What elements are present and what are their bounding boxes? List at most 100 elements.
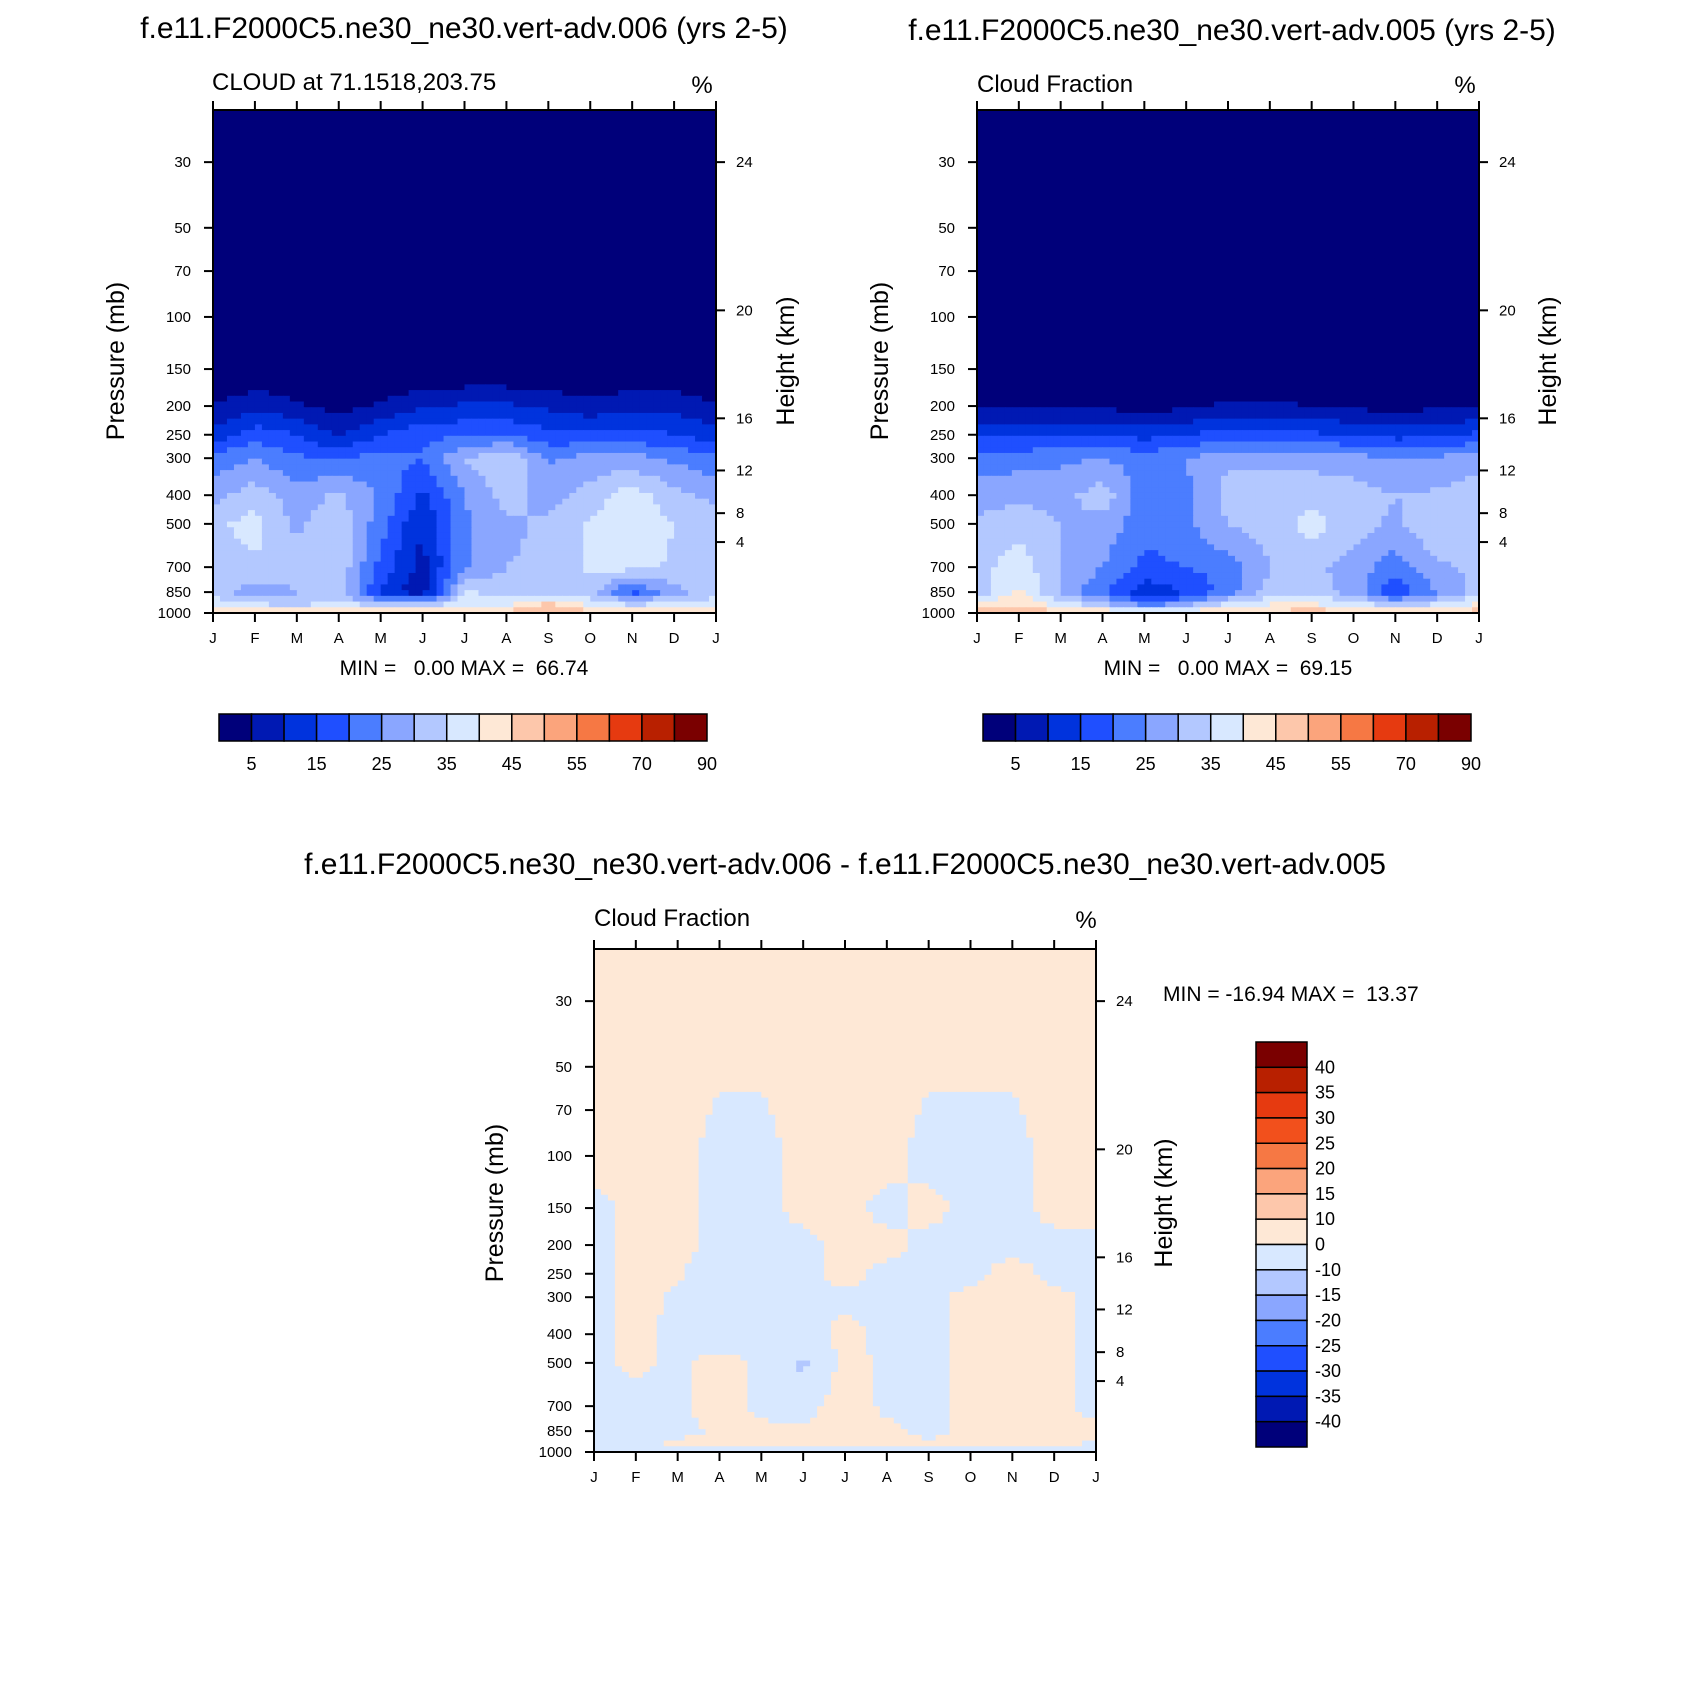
contour-cell [450, 110, 459, 117]
contour-cell [632, 418, 640, 425]
contour-cell [597, 161, 605, 168]
contour-cell [674, 127, 682, 134]
contour-cell [660, 264, 668, 271]
contour-cell [471, 321, 480, 328]
contour-cell [667, 167, 675, 174]
contour-cell [555, 144, 563, 151]
contour-cell [240, 372, 249, 380]
contour-cell [520, 401, 528, 408]
contour-cell [387, 310, 396, 317]
contour-cell [667, 190, 675, 197]
contour-cell [506, 127, 515, 134]
contour-cell [492, 367, 501, 374]
contour-cell [653, 447, 661, 454]
contour-cell [359, 235, 368, 243]
contour-cell [520, 201, 528, 208]
contour-cell [583, 252, 591, 260]
contour-cell [513, 384, 521, 391]
contour-cell [275, 492, 284, 500]
contour-cell [464, 207, 473, 214]
contour-cell [625, 470, 633, 477]
contour-cell [583, 481, 591, 488]
contour-cell [604, 464, 612, 471]
contour-cell [457, 321, 466, 328]
contour-cell [240, 201, 249, 208]
contour-cell [702, 150, 710, 157]
contour-cell [492, 344, 501, 351]
contour-cell [695, 487, 703, 494]
contour-cell [646, 447, 654, 454]
contour-cell [611, 218, 619, 225]
contour-cell [303, 390, 312, 397]
contour-cell [548, 241, 556, 248]
contour-cell [464, 121, 473, 128]
contour-cell [653, 258, 661, 265]
contour-cell [499, 178, 508, 185]
contour-cell [366, 178, 375, 185]
contour-cell [345, 321, 354, 328]
contour-cell [282, 201, 291, 208]
contour-cell [485, 121, 494, 128]
contour-cell [450, 155, 459, 163]
contour-cell [583, 110, 591, 117]
contour-cell [415, 378, 424, 385]
contour-cell [506, 424, 515, 431]
contour-cell [268, 150, 277, 157]
contour-cell [492, 378, 501, 385]
contour-cell [653, 212, 661, 220]
contour-cell [338, 350, 347, 357]
contour-cell [359, 298, 368, 305]
contour-cell [548, 367, 556, 374]
contour-cell [618, 230, 626, 237]
contour-cell [611, 275, 619, 283]
contour-cell [667, 281, 675, 288]
contour-cell [681, 470, 689, 477]
contour-cell [646, 132, 654, 140]
contour-cell [520, 178, 528, 185]
contour-cell [443, 464, 452, 471]
contour-cell [436, 327, 445, 334]
contour-cell [443, 447, 452, 454]
contour-cell [338, 384, 347, 391]
contour-cell [373, 281, 382, 288]
contour-cell [226, 332, 235, 340]
contour-cell [303, 190, 312, 197]
contour-cell [247, 218, 256, 225]
contour-cell [646, 412, 654, 420]
contour-cell [562, 378, 570, 385]
contour-cell [562, 264, 570, 271]
contour-cell [548, 304, 556, 311]
contour-cell [471, 132, 480, 140]
contour-cell [275, 367, 284, 374]
contour-cell [436, 441, 445, 448]
contour-cell [541, 178, 549, 185]
contour-cell [611, 475, 619, 483]
contour-cell [555, 212, 563, 220]
contour-cell [450, 390, 459, 397]
contour-cell [352, 378, 361, 385]
contour-cell [674, 310, 682, 317]
contour-cell [436, 258, 445, 265]
contour-cell [373, 498, 382, 505]
contour-cell [338, 235, 347, 243]
contour-cell [618, 350, 626, 357]
contour-cell [401, 470, 410, 477]
contour-cell [702, 224, 710, 231]
contour-cell [289, 310, 298, 317]
contour-cell [450, 435, 459, 443]
contour-cell [240, 401, 249, 408]
contour-cell [366, 167, 375, 174]
contour-cell [492, 201, 501, 208]
contour-cell [310, 310, 319, 317]
contour-cell [422, 344, 431, 351]
contour-cell [415, 332, 424, 340]
contour-cell [387, 304, 396, 311]
contour-cell [506, 367, 515, 374]
contour-cell [213, 201, 221, 208]
contour-cell [604, 292, 612, 300]
contour-cell [261, 355, 270, 363]
panel-title: f.e11.F2000C5.ne30_ne30.vert-adv.006 (yr… [140, 12, 788, 45]
contour-cell [401, 430, 410, 437]
contour-cell [443, 172, 452, 180]
contour-cell [646, 492, 654, 500]
